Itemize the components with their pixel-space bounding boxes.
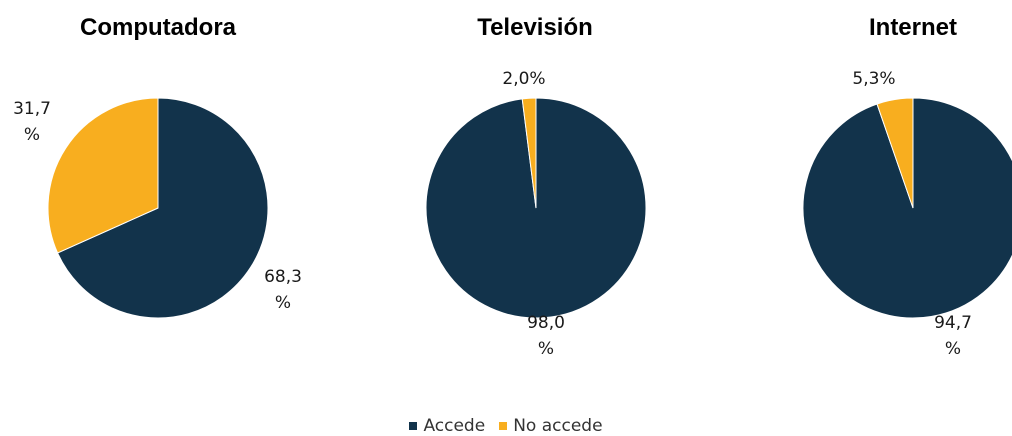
pie-slice-2-no-accede bbox=[876, 97, 914, 209]
pie-slice-2-accede bbox=[802, 97, 1012, 319]
data-label-0-accede: 68,3% bbox=[264, 267, 302, 313]
chart-title-internet: Internet bbox=[868, 14, 957, 41]
chart-title-television: Televisión bbox=[477, 14, 593, 41]
legend-item-no-accede: No accede bbox=[499, 416, 603, 436]
legend: Accede No accede bbox=[0, 416, 1012, 436]
pie-charts: 68,3 % 31,7 % 98,0 % 2,0% 94,7 % 5,3% bbox=[13, 69, 1012, 359]
legend-swatch-accede bbox=[409, 422, 418, 430]
pie-slice-0-no-accede bbox=[47, 97, 159, 254]
data-label-0-no-accede: 31,7% bbox=[13, 99, 51, 145]
data-label-1-no-accede: 2,0% bbox=[502, 69, 545, 89]
legend-label-accede: Accede bbox=[423, 416, 486, 436]
data-label-1-accede: 98,0% bbox=[527, 313, 565, 359]
data-label-2-accede: 94,7% bbox=[934, 313, 972, 359]
data-label-2-no-accede: 5,3% bbox=[852, 69, 895, 89]
pie-slice-1-no-accede bbox=[521, 97, 537, 209]
legend-swatch-no-accede bbox=[499, 422, 508, 430]
legend-label-no-accede: No accede bbox=[513, 416, 603, 436]
chart-title-computadora: Computadora bbox=[80, 14, 236, 41]
legend-item-accede: Accede bbox=[409, 416, 485, 436]
pie-slice-0-accede bbox=[56, 97, 269, 319]
